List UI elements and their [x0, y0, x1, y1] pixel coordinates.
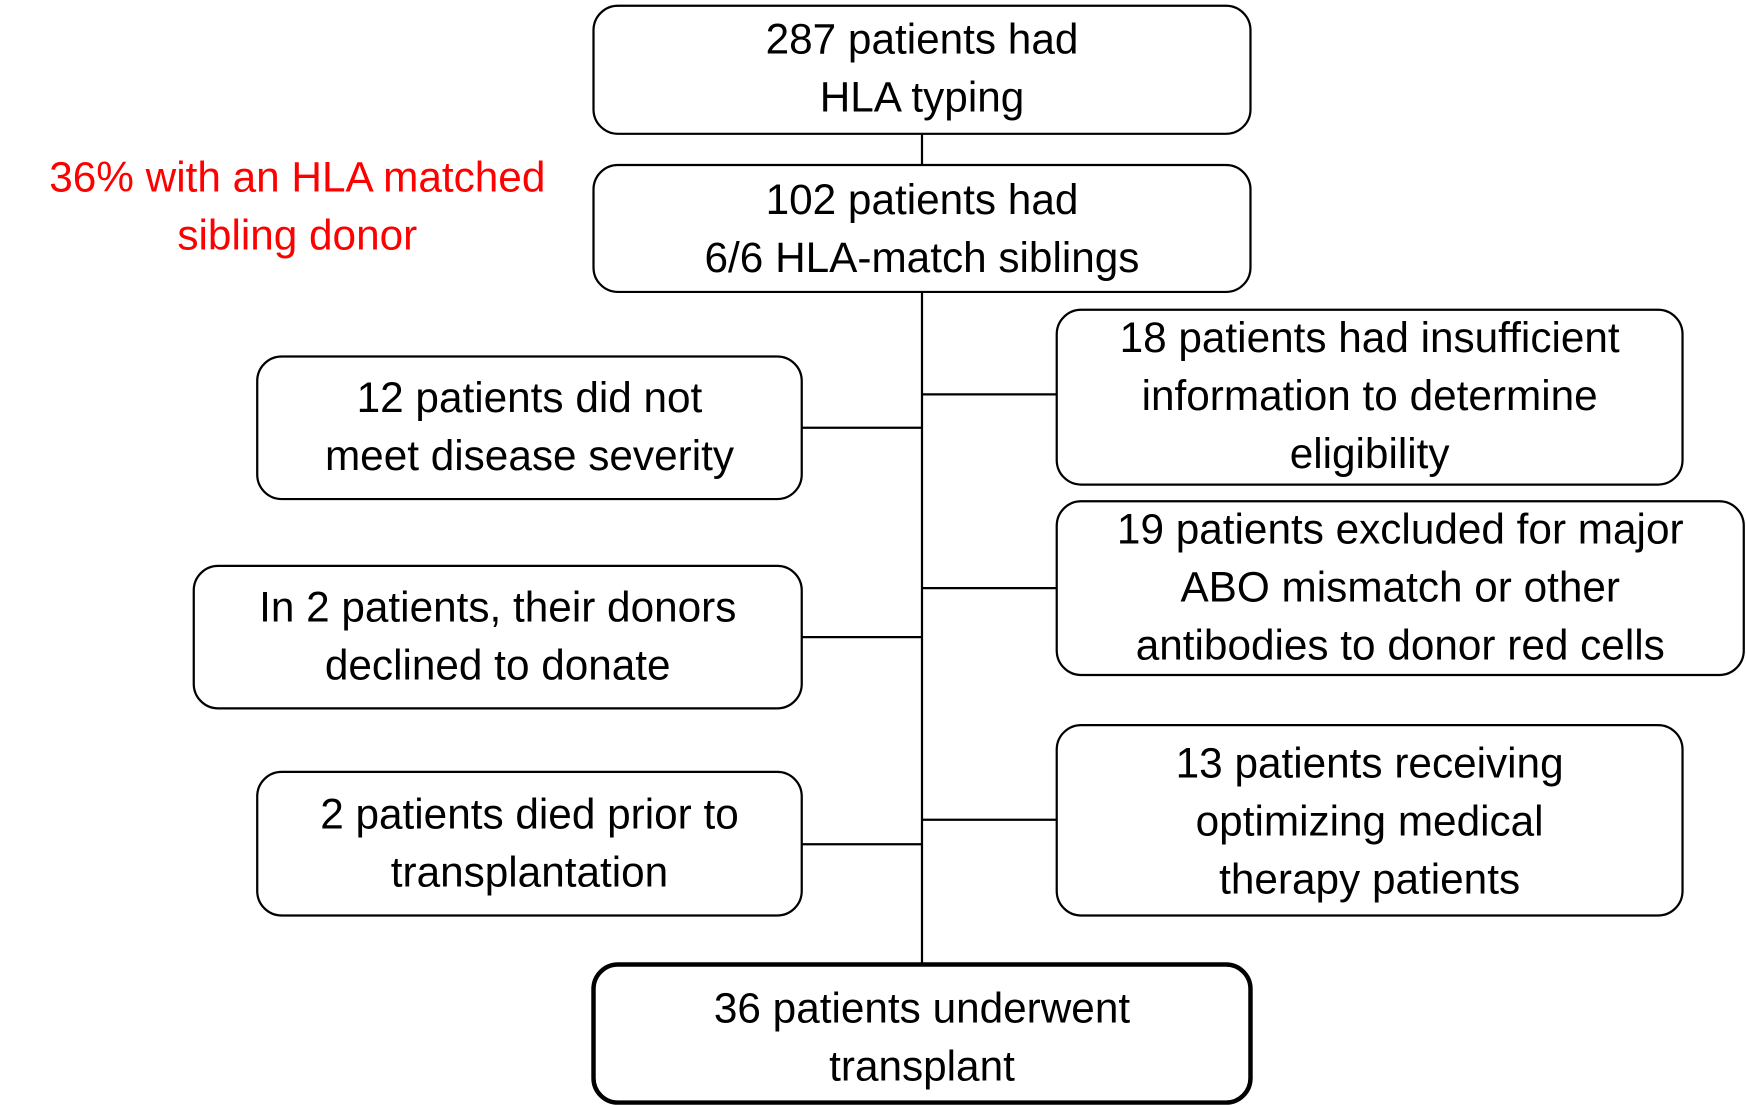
flow-box	[1055, 723, 1684, 917]
flow-box	[592, 163, 1252, 294]
flow-box	[1055, 500, 1745, 677]
flow-box	[592, 4, 1252, 135]
connectors	[801, 133, 1057, 965]
box-text: optimizing medical	[1196, 797, 1544, 844]
box-text: eligibility	[1290, 430, 1451, 477]
box-text: information to determine	[1142, 372, 1598, 419]
box-text: 12 patients did not	[357, 374, 703, 421]
flow-box	[256, 770, 803, 917]
box-text: In 2 patients, their donors	[259, 584, 736, 631]
box-text: meet disease severity	[325, 432, 735, 479]
box-text: transplant	[829, 1042, 1015, 1089]
box-text: 102 patients had	[766, 176, 1079, 223]
box-text: 36 patients underwent	[714, 984, 1130, 1031]
box-text: 13 patients receiving	[1176, 739, 1564, 786]
box-text: HLA typing	[820, 74, 1025, 121]
flow-box	[256, 355, 803, 501]
box-text: 287 patients had	[766, 16, 1079, 63]
box-text: transplantation	[391, 849, 668, 896]
annotation: 36% with an HLA matched	[49, 154, 545, 201]
box-text: ABO mismatch or other	[1180, 564, 1620, 611]
box-text: 2 patients died prior to	[320, 791, 739, 838]
box-text: 6/6 HLA-match siblings	[705, 234, 1140, 281]
box-text: declined to donate	[325, 641, 671, 688]
box-text: therapy patients	[1219, 855, 1520, 902]
annotation: sibling donor	[177, 212, 417, 259]
flow-box	[1055, 308, 1684, 486]
box-text: 19 patients excluded for major	[1117, 506, 1684, 553]
box-text: antibodies to donor red cells	[1136, 621, 1665, 668]
box-text: 18 patients had insufficient	[1120, 314, 1620, 361]
flow-box	[591, 962, 1253, 1105]
flow-box	[192, 564, 803, 710]
